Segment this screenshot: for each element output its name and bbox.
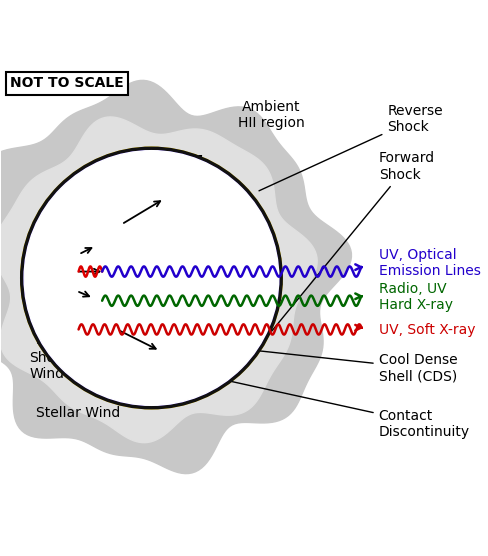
Circle shape	[109, 236, 194, 320]
Circle shape	[113, 240, 190, 316]
Circle shape	[24, 151, 279, 405]
Circle shape	[144, 270, 159, 286]
Circle shape	[122, 249, 181, 307]
Circle shape	[106, 232, 197, 324]
Circle shape	[139, 265, 164, 291]
Text: Reverse
Shock: Reverse Shock	[259, 105, 443, 191]
Circle shape	[132, 259, 171, 297]
Circle shape	[24, 151, 279, 405]
Circle shape	[89, 216, 214, 340]
Circle shape	[83, 210, 220, 346]
Text: Region 3: Region 3	[40, 234, 115, 249]
Circle shape	[149, 276, 153, 280]
Text: Stellar Wind: Stellar Wind	[36, 406, 120, 420]
Circle shape	[86, 212, 217, 344]
Circle shape	[30, 157, 272, 399]
Circle shape	[115, 241, 188, 315]
Text: UV, Optical
Emission Lines: UV, Optical Emission Lines	[379, 248, 481, 278]
Circle shape	[47, 173, 256, 383]
Circle shape	[60, 186, 243, 370]
Circle shape	[147, 274, 155, 282]
Circle shape	[27, 154, 276, 402]
Circle shape	[20, 147, 282, 409]
Circle shape	[66, 193, 237, 363]
Circle shape	[37, 163, 266, 393]
Circle shape	[130, 257, 173, 299]
Circle shape	[125, 252, 178, 304]
Text: Region 1: Region 1	[130, 155, 205, 170]
Circle shape	[148, 275, 155, 281]
Circle shape	[43, 170, 259, 386]
Circle shape	[132, 259, 171, 297]
Text: UV, Soft X-ray: UV, Soft X-ray	[379, 323, 475, 337]
Circle shape	[99, 226, 204, 330]
Circle shape	[119, 245, 184, 311]
Circle shape	[145, 272, 157, 284]
Text: Forward
Shock: Forward Shock	[272, 151, 435, 331]
Circle shape	[76, 203, 226, 353]
Circle shape	[124, 251, 179, 305]
Circle shape	[41, 168, 262, 388]
Circle shape	[42, 168, 261, 388]
Circle shape	[73, 200, 230, 356]
Circle shape	[128, 255, 175, 301]
Circle shape	[34, 160, 269, 396]
Circle shape	[51, 177, 252, 379]
Circle shape	[128, 255, 174, 301]
Circle shape	[145, 271, 158, 285]
Text: Region 4: Region 4	[31, 269, 106, 284]
Circle shape	[136, 262, 167, 294]
Circle shape	[126, 253, 177, 303]
Circle shape	[117, 244, 186, 312]
Circle shape	[80, 206, 224, 350]
Circle shape	[119, 245, 184, 311]
Circle shape	[122, 249, 181, 307]
Circle shape	[142, 268, 161, 288]
Circle shape	[135, 262, 168, 294]
Circle shape	[93, 219, 210, 337]
Text: Ambient
HII region: Ambient HII region	[238, 100, 305, 130]
Circle shape	[70, 196, 233, 360]
Circle shape	[134, 261, 169, 295]
Circle shape	[96, 222, 207, 334]
Text: Shocked
Ejecta: Shocked Ejecta	[36, 316, 94, 347]
Text: Radio, UV
Hard X-ray: Radio, UV Hard X-ray	[379, 282, 453, 312]
Circle shape	[121, 247, 183, 309]
Text: Contact
Discontinuity: Contact Discontinuity	[211, 377, 470, 439]
Polygon shape	[0, 117, 317, 443]
Text: Region 2: Region 2	[61, 193, 136, 208]
Text: Shocked
Wind: Shocked Wind	[29, 351, 88, 381]
Circle shape	[24, 151, 279, 405]
Circle shape	[41, 167, 263, 389]
Circle shape	[20, 147, 282, 409]
Circle shape	[138, 265, 165, 291]
Circle shape	[57, 183, 246, 373]
Circle shape	[53, 180, 249, 376]
Circle shape	[142, 269, 161, 287]
Text: Ejecta: Ejecta	[34, 282, 77, 296]
Circle shape	[116, 242, 187, 314]
Text: NOT TO SCALE: NOT TO SCALE	[10, 77, 124, 91]
Circle shape	[50, 177, 253, 379]
Circle shape	[63, 190, 240, 366]
Circle shape	[112, 239, 191, 317]
Text: Cool Dense
Shell (CDS): Cool Dense Shell (CDS)	[238, 349, 457, 383]
Circle shape	[102, 229, 201, 327]
Circle shape	[140, 266, 163, 290]
Polygon shape	[0, 81, 351, 474]
